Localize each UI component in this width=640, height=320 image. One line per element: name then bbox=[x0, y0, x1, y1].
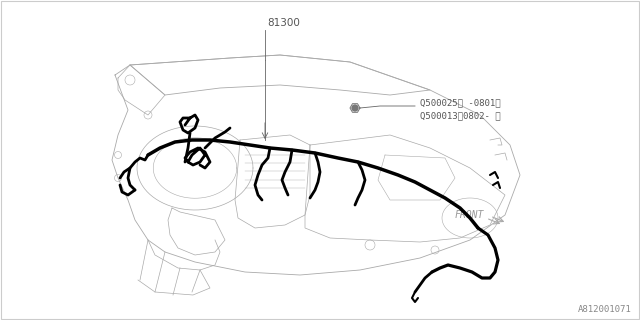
Text: Q500013（0802- ）: Q500013（0802- ） bbox=[420, 111, 500, 121]
Text: FRONT: FRONT bbox=[455, 210, 484, 220]
Text: 81300: 81300 bbox=[267, 18, 300, 28]
Circle shape bbox=[352, 105, 358, 111]
Text: Q500025（ -0801）: Q500025（ -0801） bbox=[420, 99, 500, 108]
Text: A812001071: A812001071 bbox=[579, 305, 632, 314]
